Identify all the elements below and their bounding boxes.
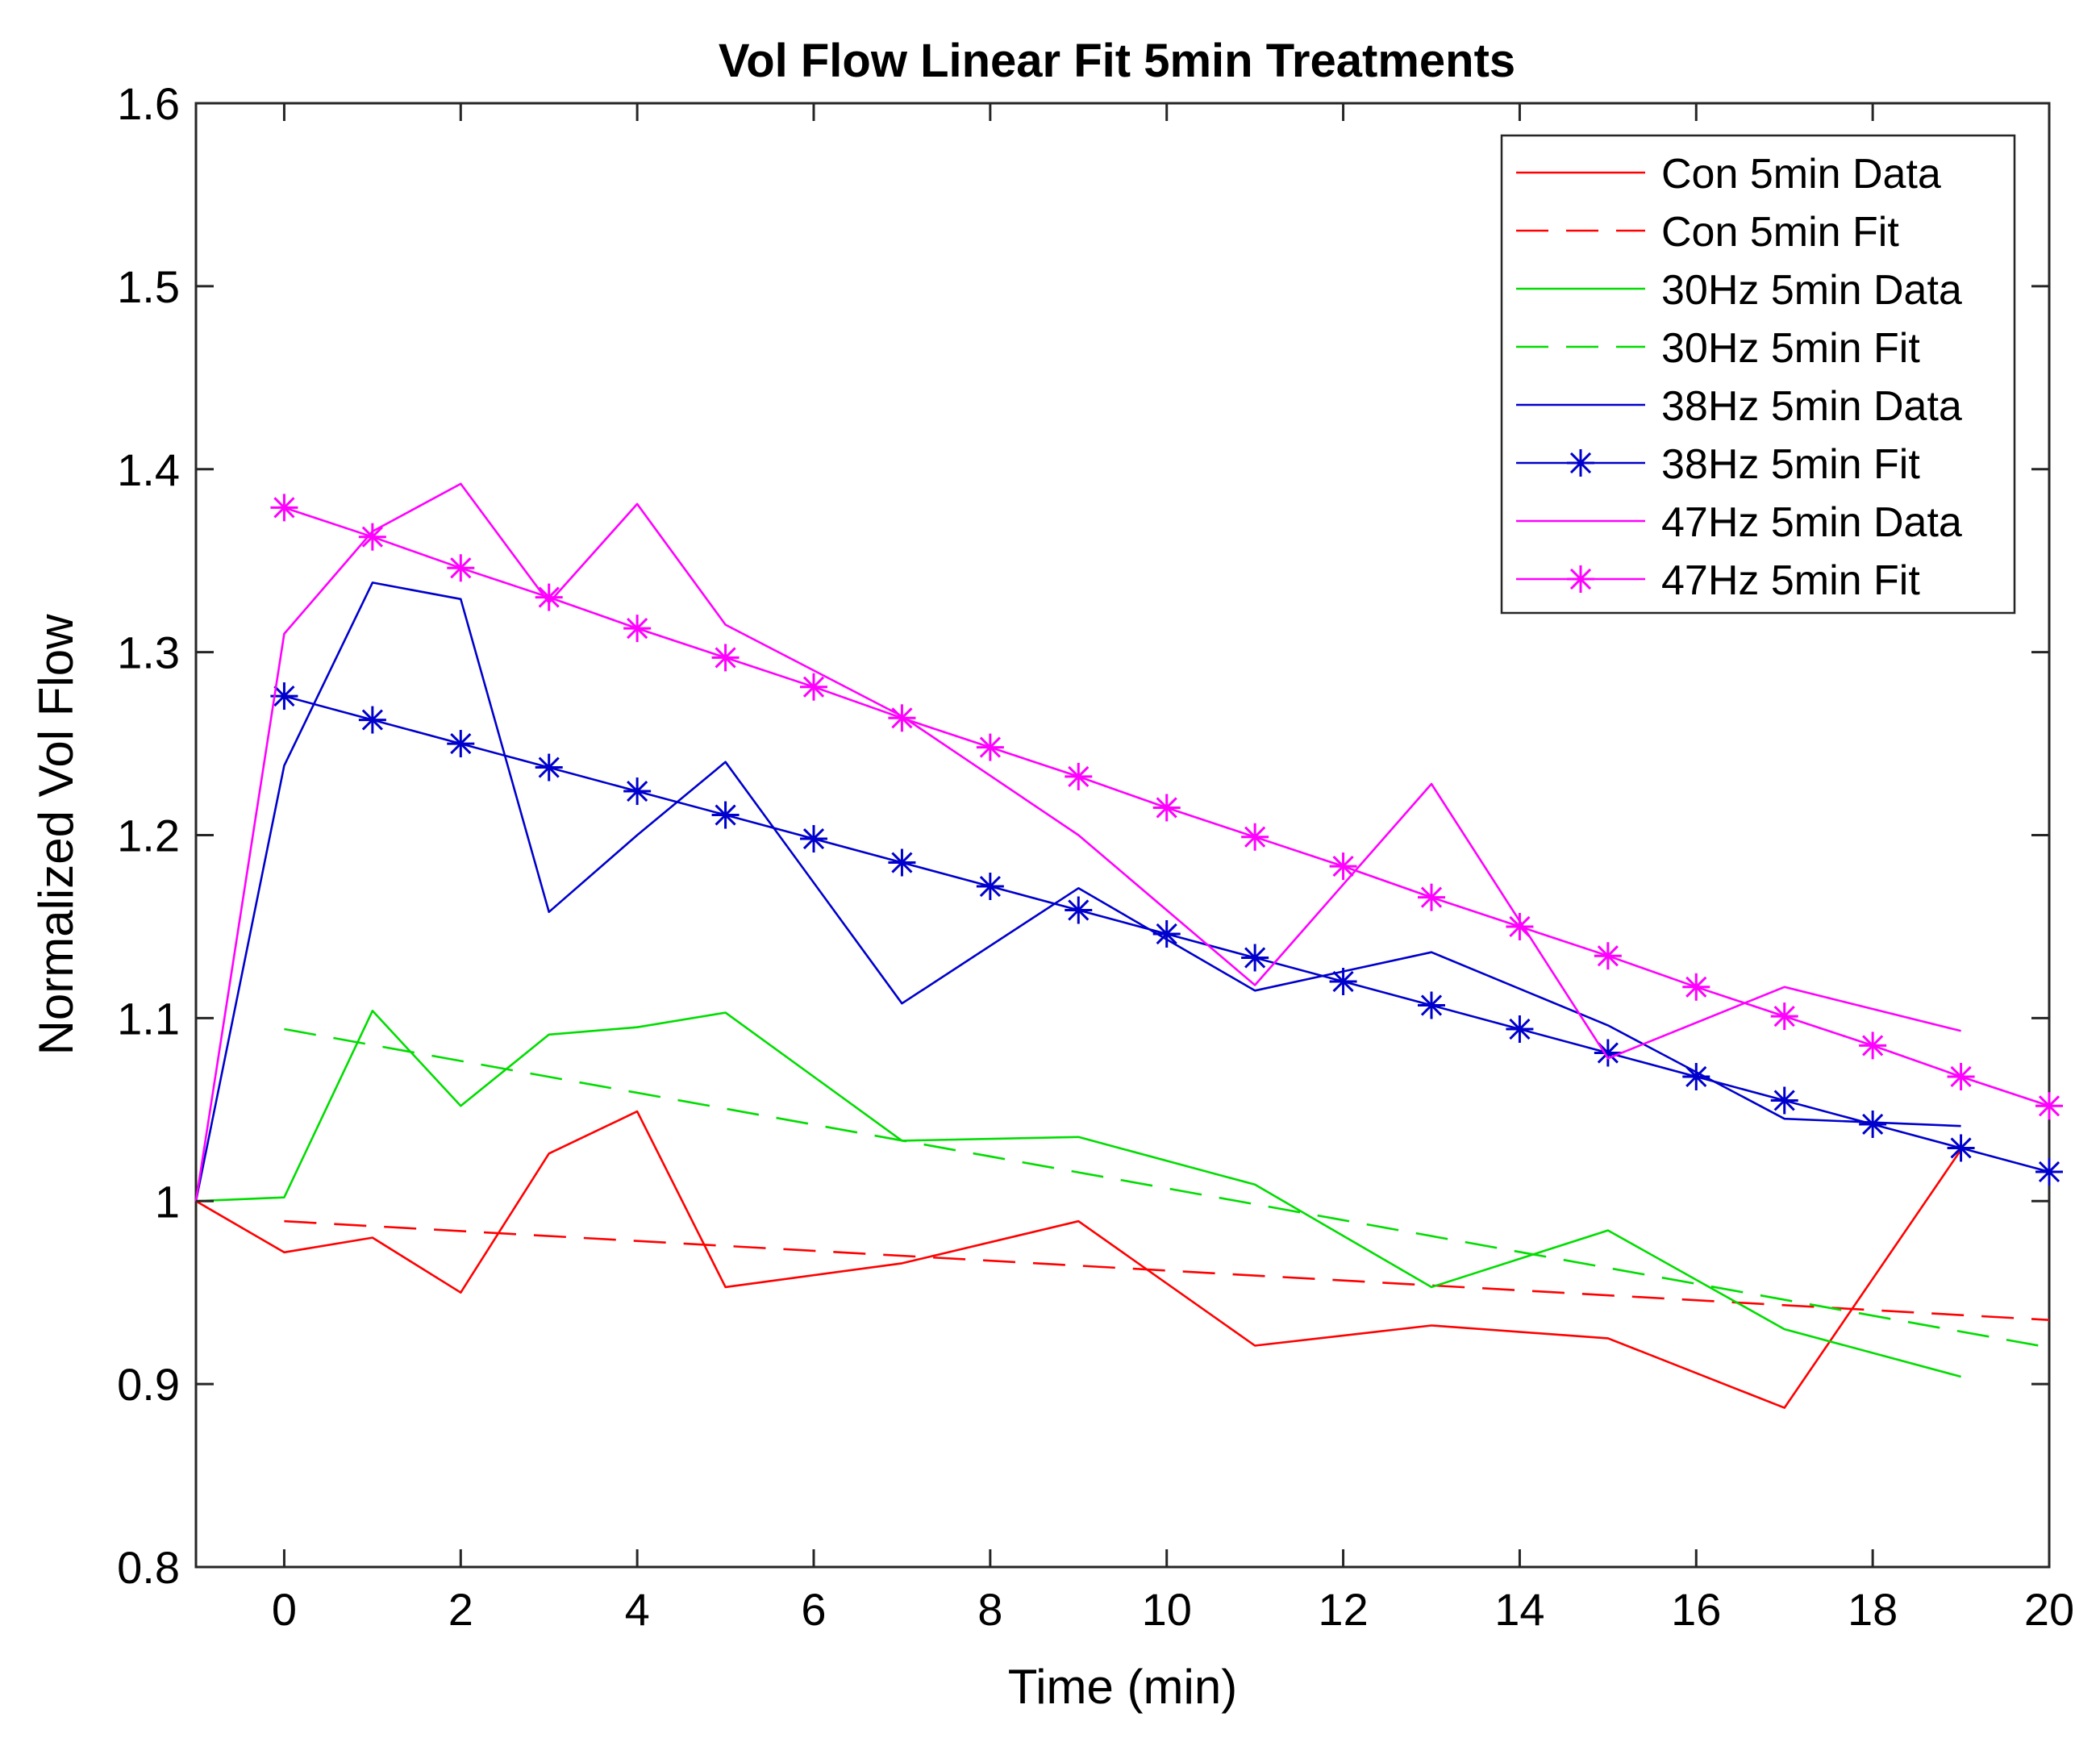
legend-label: Con 5min Fit <box>1661 209 1899 256</box>
legend-entries: Con 5min Data Con 5min Fit 30Hz 5min Data 3… <box>1516 151 1962 604</box>
x-tick-label: 8 <box>977 1584 1002 1635</box>
legend-label: 38Hz 5min Data <box>1661 383 1962 430</box>
data-point-47hz-5min-fit <box>1065 762 1093 790</box>
y-tick-label: 1.2 <box>117 811 180 861</box>
x-tick-label: 0 <box>272 1584 297 1635</box>
x-tick-label: 14 <box>1494 1584 1544 1635</box>
y-axis: 0.8 0.9 1 1.1 1.2 1.3 1.4 1.5 1.6 <box>117 78 2049 1593</box>
legend-box <box>1500 134 2016 615</box>
legend-entry-con-5min-data: Con 5min Data <box>1516 151 1941 198</box>
data-point-38hz-5min-fit <box>1152 920 1181 948</box>
series-layer <box>194 482 2063 1409</box>
data-point-47hz-5min-fit <box>1329 852 1357 881</box>
y-tick-label: 1.4 <box>117 444 180 495</box>
legend-marker <box>1567 449 1594 477</box>
y-tick-label: 1.6 <box>117 78 180 129</box>
legend-label: 38Hz 5min Fit <box>1661 441 1920 488</box>
data-point-38hz-5min-fit <box>888 848 916 877</box>
data-point-47hz-5min-fit <box>358 523 386 551</box>
legend-label: 30Hz 5min Data <box>1661 267 1962 314</box>
x-tick-label: 6 <box>801 1584 826 1635</box>
legend-entry-38hz-5min-data: 38Hz 5min Data <box>1516 383 1962 430</box>
x-tick-label: 4 <box>625 1584 650 1635</box>
data-point-47hz-5min-fit <box>1152 794 1181 822</box>
chart-title: Vol Flow Linear Fit 5min Treatments <box>719 35 1515 87</box>
legend-label: 30Hz 5min Fit <box>1661 325 1920 372</box>
data-point-38hz-5min-fit <box>1859 1110 1887 1138</box>
legend-entry-47hz-5min-data: 47Hz 5min Data <box>1516 499 1962 546</box>
data-point-38hz-5min-fit <box>800 825 827 853</box>
legend-label: 47Hz 5min Fit <box>1661 557 1920 604</box>
data-point-47hz-5min-fit <box>1859 1032 1887 1060</box>
x-tick-label: 2 <box>448 1584 473 1635</box>
data-point-38hz-5min-fit <box>1947 1134 1975 1162</box>
data-point-47hz-5min-fit <box>800 673 827 701</box>
series-con-5min-fit <box>284 1219 2050 1321</box>
data-point-47hz-5min-fit <box>623 615 652 643</box>
series-line-30hz-5min-data <box>195 1010 1961 1378</box>
series-line-con-5min-data <box>195 1110 1962 1409</box>
series-47hz-5min-fit <box>270 494 2063 1120</box>
data-point-47hz-5min-fit <box>447 554 475 582</box>
data-point-38hz-5min-fit <box>358 706 386 734</box>
legend-entry-30hz-5min-fit: 30Hz 5min Fit <box>1516 325 1920 372</box>
data-point-47hz-5min-fit <box>888 704 916 732</box>
series-con-5min-data <box>195 1110 1962 1409</box>
series-38hz-5min-fit <box>270 682 2063 1186</box>
series-line-con-5min-fit <box>284 1219 2050 1321</box>
y-tick-label: 0.8 <box>117 1542 180 1593</box>
legend-entry-con-5min-fit: Con 5min Fit <box>1516 209 1899 256</box>
legend-label: 47Hz 5min Data <box>1661 499 1962 546</box>
data-point-38hz-5min-fit <box>1418 991 1445 1019</box>
legend: Con 5min Data Con 5min Fit 30Hz 5min Data 3… <box>1500 134 2016 615</box>
data-point-47hz-5min-fit <box>1418 883 1445 911</box>
legend-entry-38hz-5min-fit: 38Hz 5min Fit <box>1516 441 1920 488</box>
data-point-47hz-5min-fit <box>1506 912 1534 940</box>
data-point-47hz-5min-fit <box>1241 823 1269 851</box>
series-line-47hz-5min-data <box>194 482 1961 1202</box>
data-point-47hz-5min-fit <box>1770 1002 1798 1031</box>
legend-marker <box>1567 565 1594 593</box>
legend-label: Con 5min Data <box>1661 151 1941 198</box>
data-point-38hz-5min-fit <box>1329 968 1357 995</box>
data-point-38hz-5min-fit <box>976 873 1004 901</box>
data-point-38hz-5min-fit <box>447 730 475 758</box>
data-point-38hz-5min-fit <box>711 801 740 829</box>
data-point-47hz-5min-fit <box>2035 1092 2063 1120</box>
x-tick-label: 16 <box>1671 1584 1721 1635</box>
data-point-38hz-5min-fit <box>2035 1157 2063 1186</box>
data-point-38hz-5min-fit <box>535 753 563 781</box>
data-point-47hz-5min-fit <box>1594 942 1622 970</box>
series-30hz-5min-data <box>195 1010 1961 1378</box>
y-tick-label: 0.9 <box>117 1359 180 1410</box>
x-tick-label: 12 <box>1318 1584 1368 1635</box>
y-axis-label: Normalized Vol Flow <box>29 614 83 1056</box>
x-axis-label: Time (min) <box>1008 1660 1237 1714</box>
data-point-38hz-5min-fit <box>1065 896 1093 924</box>
y-tick-label: 1.5 <box>117 261 180 312</box>
data-point-47hz-5min-fit <box>711 644 740 672</box>
data-point-38hz-5min-fit <box>1682 1062 1710 1090</box>
legend-entry-47hz-5min-fit: 47Hz 5min Fit <box>1516 557 1920 604</box>
data-point-38hz-5min-fit <box>1241 944 1269 972</box>
series-47hz-5min-data <box>194 482 1961 1202</box>
x-tick-label: 10 <box>1142 1584 1192 1635</box>
data-point-47hz-5min-fit <box>976 733 1004 761</box>
x-tick-label: 20 <box>2024 1584 2074 1635</box>
legend-entry-30hz-5min-data: 30Hz 5min Data <box>1516 267 1962 314</box>
y-tick-label: 1.3 <box>117 627 180 678</box>
data-point-38hz-5min-fit <box>623 777 652 806</box>
data-point-47hz-5min-fit <box>1682 973 1710 1001</box>
data-point-38hz-5min-fit <box>1506 1015 1534 1043</box>
x-tick-label: 18 <box>1848 1584 1898 1635</box>
data-point-38hz-5min-fit <box>1770 1086 1798 1115</box>
data-point-47hz-5min-fit <box>270 494 298 522</box>
x-axis: 0 2 4 6 8 10 12 14 16 18 20 <box>272 103 2074 1635</box>
y-tick-label: 1.1 <box>117 993 180 1044</box>
y-tick-label: 1 <box>155 1176 180 1227</box>
data-point-47hz-5min-fit <box>535 583 563 611</box>
data-point-47hz-5min-fit <box>1947 1062 1975 1090</box>
